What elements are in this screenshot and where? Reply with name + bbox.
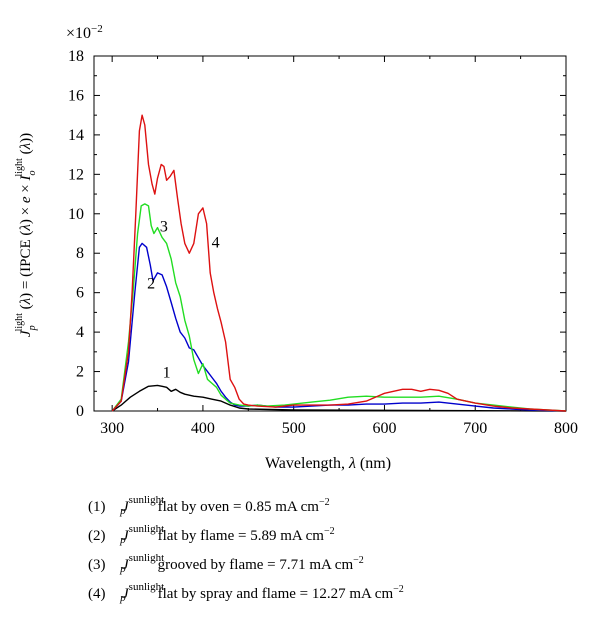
y-tick-label: 6 xyxy=(76,285,84,302)
legend-symbol: Jsunlightp xyxy=(120,494,165,517)
y-tick-label: 18 xyxy=(68,48,84,65)
y-tick-label: 4 xyxy=(76,324,84,341)
curve-label-1: 1 xyxy=(163,364,171,381)
legend-unit-power: −2 xyxy=(318,497,330,508)
legend-unit-power: −2 xyxy=(393,584,404,595)
legend-item-3: (3) Jsunlightp grooved by flame = 7.71 mA … xyxy=(88,544,588,575)
x-tick-label: 800 xyxy=(554,420,578,437)
x-tick-label: 700 xyxy=(463,420,487,437)
x-tick-label: 600 xyxy=(372,420,396,437)
x-tick-label: 400 xyxy=(191,420,215,437)
series-layer xyxy=(111,114,567,412)
legend-item-4: (4) Jsunlightp flat by spray and flame = 1… xyxy=(88,573,588,604)
legend-unit-power: −2 xyxy=(323,526,335,537)
legend-item-1: (1) Jsunlightp flat by oven = 0.85 mA cm−2 xyxy=(88,486,588,517)
legend-number: (2) xyxy=(88,528,106,544)
exponent-label: ×10−2 xyxy=(66,23,103,42)
curve-label-2: 2 xyxy=(147,276,155,293)
legend-label: grooved by flame = 7.71 mA cm xyxy=(157,557,354,573)
legend-number: (1) xyxy=(88,499,106,515)
y-tick-label: 16 xyxy=(68,87,84,104)
chart-svg: ×10−2 Jplight (λ) = (IPCE (λ) × e × Ioli… xyxy=(14,23,578,472)
y-tick-label: 0 xyxy=(76,403,84,420)
legend-number: (3) xyxy=(88,557,106,573)
y-tick-label: 8 xyxy=(76,245,84,262)
legend-label: flat by flame = 5.89 mA cm xyxy=(157,528,324,544)
legend-label: flat by oven = 0.85 mA cm xyxy=(157,499,319,515)
curve-label-3: 3 xyxy=(160,219,168,236)
series-line-1 xyxy=(111,384,567,412)
series-line-4 xyxy=(111,114,567,412)
curve-label-4: 4 xyxy=(212,234,220,251)
legend: (1) Jsunlightp flat by oven = 0.85 mA cm−2… xyxy=(88,486,588,604)
y-axis-title: Jplight (λ) = (IPCE (λ) × e × Iolight (λ… xyxy=(14,133,38,337)
legend-symbol: Jsunlightp xyxy=(120,581,165,604)
svg-text:Jplight (λ) = (IPCE (λ) × e ×: Jplight (λ) = (IPCE (λ) × e × Iolight (λ… xyxy=(14,133,38,337)
legend-symbol: Jsunlightp xyxy=(120,523,165,546)
y-tick-label: 14 xyxy=(68,127,84,144)
series-line-2 xyxy=(111,242,567,412)
annotation-layer: 1 2 3 4 xyxy=(147,219,219,382)
legend-unit-power: −2 xyxy=(353,555,364,566)
x-tick-label: 300 xyxy=(100,420,124,437)
legend-label: flat by spray and flame = 12.27 mA cm xyxy=(157,586,394,602)
y-tick-label: 10 xyxy=(68,206,84,223)
legend-number: (4) xyxy=(88,586,106,602)
x-axis-title: Wavelength, λ (nm) xyxy=(265,455,391,472)
series-line-3 xyxy=(111,203,567,412)
x-tick-label: 500 xyxy=(282,420,306,437)
y-tick-label: 2 xyxy=(76,364,84,381)
legend-item-2: (2) Jsunlightp flat by flame = 5.89 mA cm−… xyxy=(88,515,588,546)
y-tick-label: 12 xyxy=(68,166,84,183)
legend-symbol: Jsunlightp xyxy=(120,552,165,575)
